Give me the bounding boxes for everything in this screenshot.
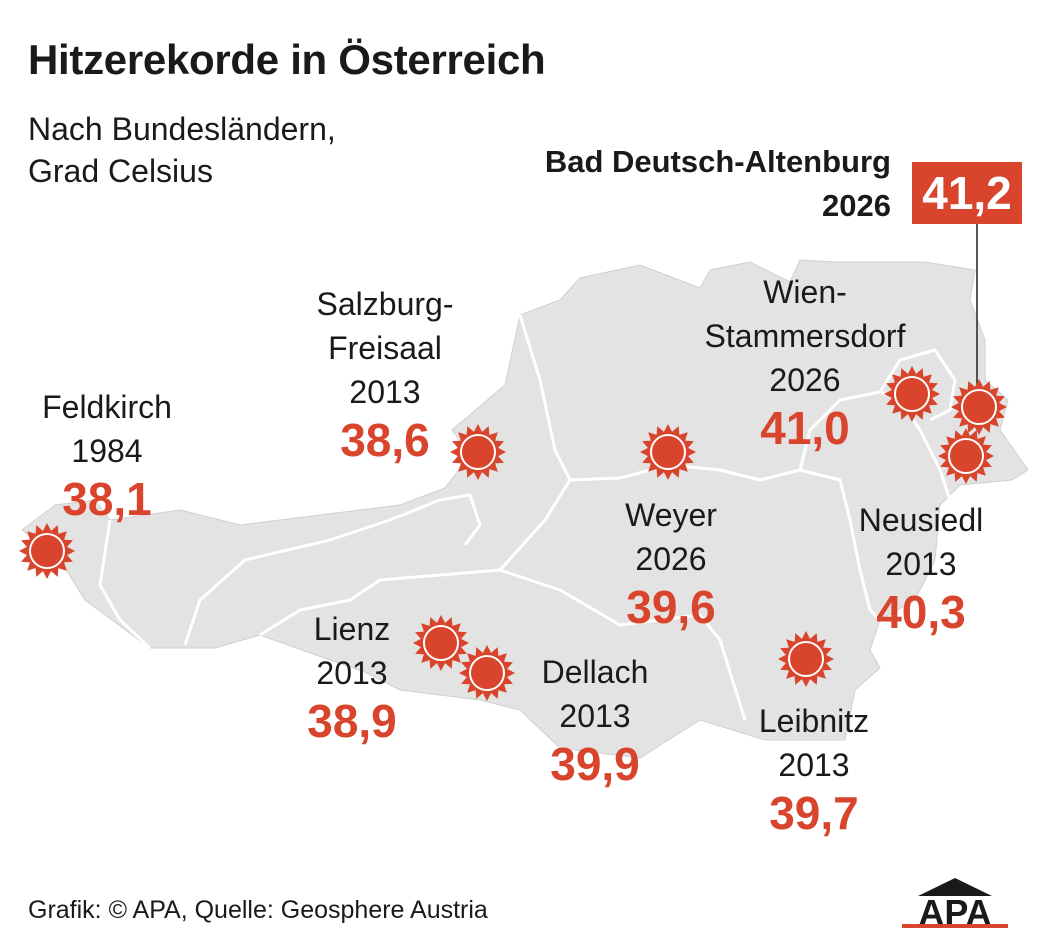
sun-icon [937,427,995,485]
station-value: 38,6 [340,414,430,466]
station-weyer: Weyer 2026 39,6 [625,493,717,633]
station-dellach: Dellach 2013 39,9 [542,650,649,790]
sun-icon [412,614,470,672]
station-value: 39,6 [626,581,716,633]
station-value: 39,7 [769,787,859,839]
apa-logo: APA [902,878,1008,928]
station-value: 38,1 [62,473,152,525]
station-year: 2026 [769,362,841,398]
station-year: 2026 [635,541,707,577]
station-value: 41,0 [760,402,850,454]
subtitle-line: Nach Bundesländern, [28,111,336,147]
station-year: 2013 [885,546,957,582]
highlight-place: Bad Deutsch-Altenburg [544,144,891,179]
station-name: Dellach [541,654,649,690]
station-name: Salzburg- [316,286,454,322]
station-name: Feldkirch [42,389,172,425]
station-name: Weyer [625,497,717,533]
sun-icon [639,423,697,481]
sun-icon [950,378,1008,436]
station-name: Stammersdorf [704,318,906,354]
subtitle-line: Grad Celsius [28,153,213,189]
sun-icon [777,630,835,688]
station-name: Wien- [763,274,847,310]
station-name: Leibnitz [758,703,870,739]
station-value: 39,9 [550,738,640,790]
sun-icon [18,522,76,580]
page-title: Hitzerekorde in Österreich [28,36,546,83]
sun-icon [458,644,516,702]
station-value: 38,9 [307,695,397,747]
station-lienz: Lienz 2013 38,9 [307,607,397,747]
station-wien: Wien- Stammersdorf 2026 41,0 [705,270,906,454]
highlight-year: 2026 [822,188,891,223]
station-name: Lienz [313,611,391,647]
station-salzburg: Salzburg- Freisaal 2013 38,6 [317,282,454,466]
source-credit: Grafik: © APA, Quelle: Geosphere Austria [28,896,488,924]
logo-text: APA [918,892,991,928]
subtitle: Nach Bundesländern, Grad Celsius [28,108,336,192]
station-name: Neusiedl [858,502,984,538]
station-year: 2013 [349,374,421,410]
station-year: 2013 [559,698,631,734]
station-feldkirch: Feldkirch 1984 38,1 [42,385,172,525]
station-year: 1984 [71,433,143,469]
highlight-value-badge: 41,2 [912,162,1022,224]
highlight-label: Bad Deutsch-Altenburg 2026 [545,140,891,228]
station-name: Freisaal [328,330,442,366]
station-leibnitz: Leibnitz 2013 39,7 [759,699,869,839]
station-year: 2013 [778,747,850,783]
state-borders [98,314,957,721]
station-value: 40,3 [876,586,966,638]
station-year: 2013 [316,655,388,691]
station-neusiedl: Neusiedl 2013 40,3 [859,498,984,638]
sun-icon [449,423,507,481]
